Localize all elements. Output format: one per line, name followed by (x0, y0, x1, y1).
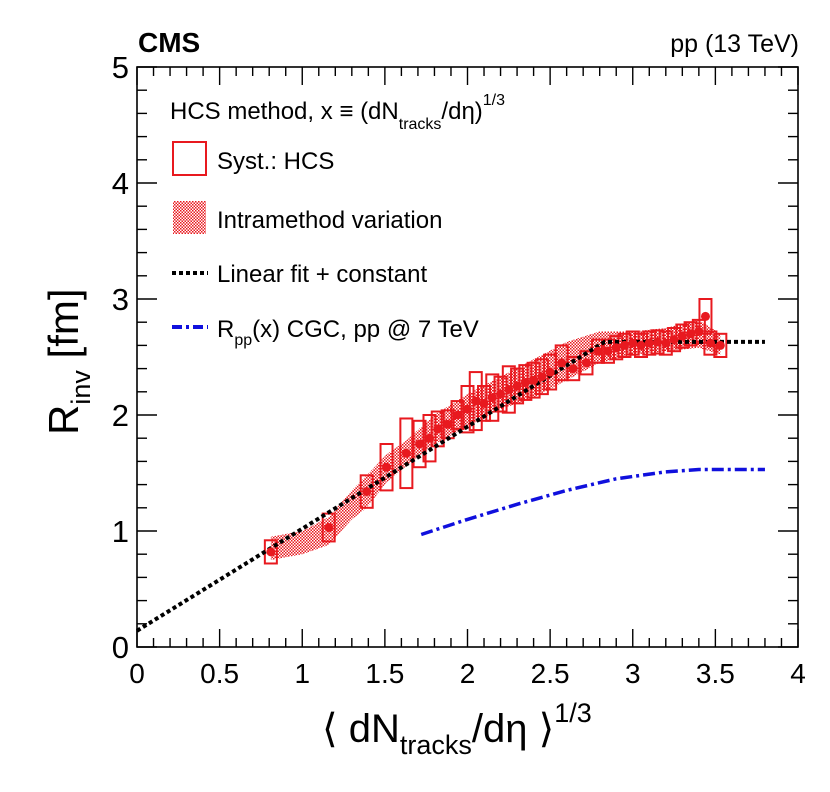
y-tick-label: 3 (112, 282, 129, 317)
legend-syst-label: Syst.: HCS (217, 148, 334, 175)
data-point (619, 340, 629, 350)
syst-box (450, 400, 465, 430)
x-axis-title-tail: /dη ⟩ (472, 707, 554, 751)
x-tick-label: 3.5 (696, 658, 735, 689)
data-point (529, 375, 539, 385)
data-point (628, 338, 638, 348)
legend-title-sup: 1/3 (483, 92, 505, 109)
data-points-layer (266, 311, 725, 557)
data-point (636, 340, 646, 350)
data-point (463, 404, 472, 414)
data-point (537, 372, 547, 382)
data-point (686, 329, 696, 339)
data-point (677, 331, 687, 341)
data-point (324, 523, 334, 533)
y-tick-label: 2 (112, 398, 129, 433)
legend-title-main: HCS method, x ≡ (dN (170, 98, 399, 125)
data-point (593, 346, 603, 356)
x-axis-title: ⟨ dNtracks/dη ⟩1/3 (322, 698, 592, 760)
legend-cgc-tail: (x) CGC, pp @ 7 TeV (252, 316, 479, 343)
y-tick-label: 4 (112, 166, 129, 201)
data-point (382, 462, 392, 472)
data-point (545, 367, 555, 377)
data-point (715, 340, 725, 350)
fit-lines-layer (135, 339, 765, 633)
data-point (266, 547, 276, 557)
data-point (603, 346, 613, 356)
data-point (694, 326, 704, 336)
data-point (504, 384, 514, 394)
intramethod-band (270, 319, 721, 560)
x-tick-label: 1.5 (365, 658, 404, 689)
legend-title-sub: tracks (399, 116, 442, 133)
data-point (520, 378, 530, 388)
legend-fit-label: Linear fit + constant (217, 261, 427, 288)
cgc-curve (420, 467, 765, 537)
legend-title-tail: /dη) (441, 98, 482, 125)
data-point (700, 311, 710, 321)
data-point (568, 364, 578, 374)
x-axis-title-main: ⟨ dN (322, 707, 400, 751)
y-axis-title-tail: [fm] (40, 288, 87, 370)
data-point (669, 335, 679, 345)
x-axis-title-sup: 1/3 (554, 698, 592, 728)
data-point (496, 389, 506, 399)
y-tick-label: 0 (112, 630, 129, 665)
data-point (705, 338, 715, 348)
intramethod-band-layer (270, 319, 721, 560)
data-point (653, 337, 663, 347)
data-point (401, 448, 411, 458)
x-tick-label: 2.5 (531, 658, 570, 689)
legend-cgc-main: R (217, 316, 234, 343)
data-point (479, 398, 489, 408)
x-tick-label: 1 (294, 658, 310, 689)
legend-cgc-label: Rpp(x) CGC, pp @ 7 TeV (217, 316, 479, 349)
linear-fit-line (135, 339, 765, 633)
syst-box (422, 414, 437, 463)
data-point (661, 338, 671, 348)
data-point (362, 487, 372, 497)
data-point (611, 343, 621, 353)
legend-intra-label: Intramethod variation (217, 207, 442, 234)
legend-title: HCS method, x ≡ (dNtracks/dη)1/3 (170, 92, 505, 133)
energy-label: pp (13 TeV) (670, 30, 799, 58)
data-point (471, 396, 481, 406)
y-axis-title-main: R (40, 405, 87, 435)
syst-box (698, 298, 713, 335)
syst-box (379, 443, 394, 492)
x-tick-label: 4 (790, 658, 806, 689)
legend-intra-swatch (173, 201, 206, 234)
x-tick-label: 0 (129, 658, 145, 689)
data-point (512, 381, 522, 391)
data-point (424, 433, 434, 443)
x-tick-label: 0.5 (200, 658, 239, 689)
legend-cgc-sub: pp (234, 332, 252, 349)
legend: HCS method, x ≡ (dNtracks/dη)1/3 Syst.: … (170, 92, 505, 349)
y-axis-title-sub: inv (66, 370, 96, 405)
data-point (557, 358, 567, 368)
y-tick-label: 1 (112, 514, 129, 549)
data-point (487, 393, 497, 403)
syst-box (359, 474, 374, 509)
legend-syst-swatch (172, 141, 207, 176)
syst-box (412, 419, 427, 469)
data-point (443, 419, 453, 429)
syst-box (566, 356, 581, 382)
axes-layer: 0 0.5 1 1.5 2 2.5 3 3.5 4 0 1 2 3 4 5 (112, 50, 806, 689)
y-tick-label: 5 (112, 50, 129, 85)
data-point (644, 338, 654, 348)
syst-box (399, 417, 414, 490)
data-point (453, 410, 463, 420)
cms-label: CMS (138, 27, 200, 58)
y-axis-title: Rinv [fm] (40, 288, 96, 435)
syst-box (460, 385, 475, 434)
x-tick-label: 3 (625, 658, 641, 689)
x-tick-label: 2 (460, 658, 476, 689)
data-point (581, 358, 591, 368)
syst-box (713, 332, 728, 358)
data-point (415, 439, 425, 449)
x-axis-title-sub: tracks (400, 730, 472, 760)
data-point (433, 424, 443, 434)
